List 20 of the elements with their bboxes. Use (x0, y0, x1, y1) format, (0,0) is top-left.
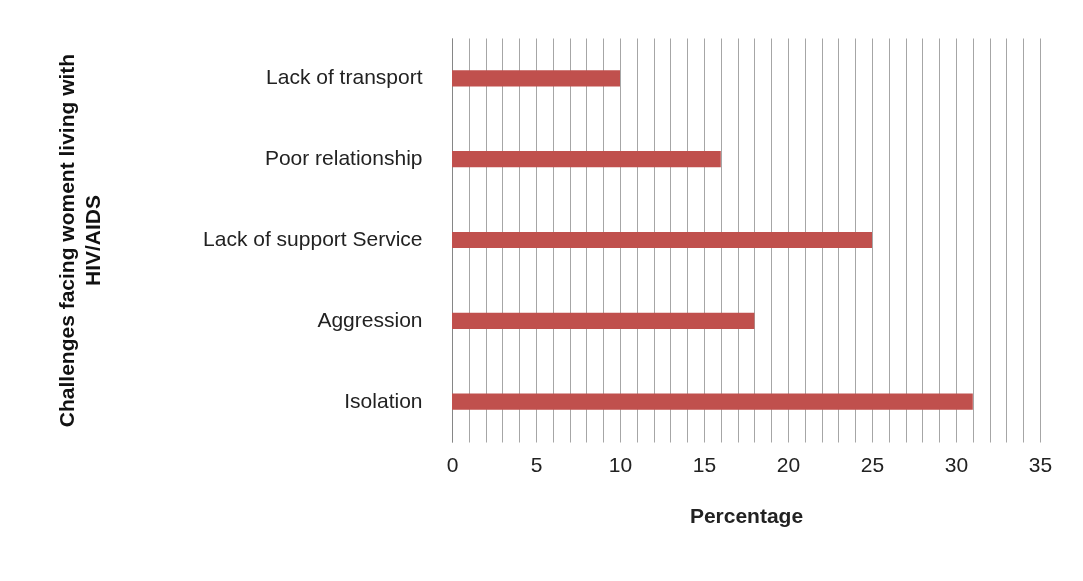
x-tick-label: 35 (1028, 452, 1053, 476)
bar (452, 231, 872, 249)
y-tick-label: Poor relationship (264, 146, 423, 170)
x-tick-label: 5 (530, 452, 543, 476)
y-tick-label: Aggression (317, 307, 423, 331)
x-tick-label: 0 (446, 452, 459, 476)
bar (452, 151, 721, 168)
y-tick-label: Lack of support Service (203, 227, 423, 250)
bar (452, 393, 973, 410)
y-tick-label: Isolation (344, 388, 423, 412)
x-tick-label: 10 (608, 452, 633, 476)
x-tick-label: 25 (860, 452, 885, 476)
x-tick-label: 20 (776, 452, 801, 476)
y-axis-title: Challenges facing woment living with HIV/AIDS (54, 53, 104, 428)
bar (452, 312, 755, 329)
x-axis-title: Percentage (689, 503, 804, 527)
y-tick-label: Lack of transport (266, 65, 423, 89)
bar (452, 70, 620, 87)
x-tick-label: 15 (692, 452, 717, 476)
x-tick-label: 30 (944, 452, 969, 476)
